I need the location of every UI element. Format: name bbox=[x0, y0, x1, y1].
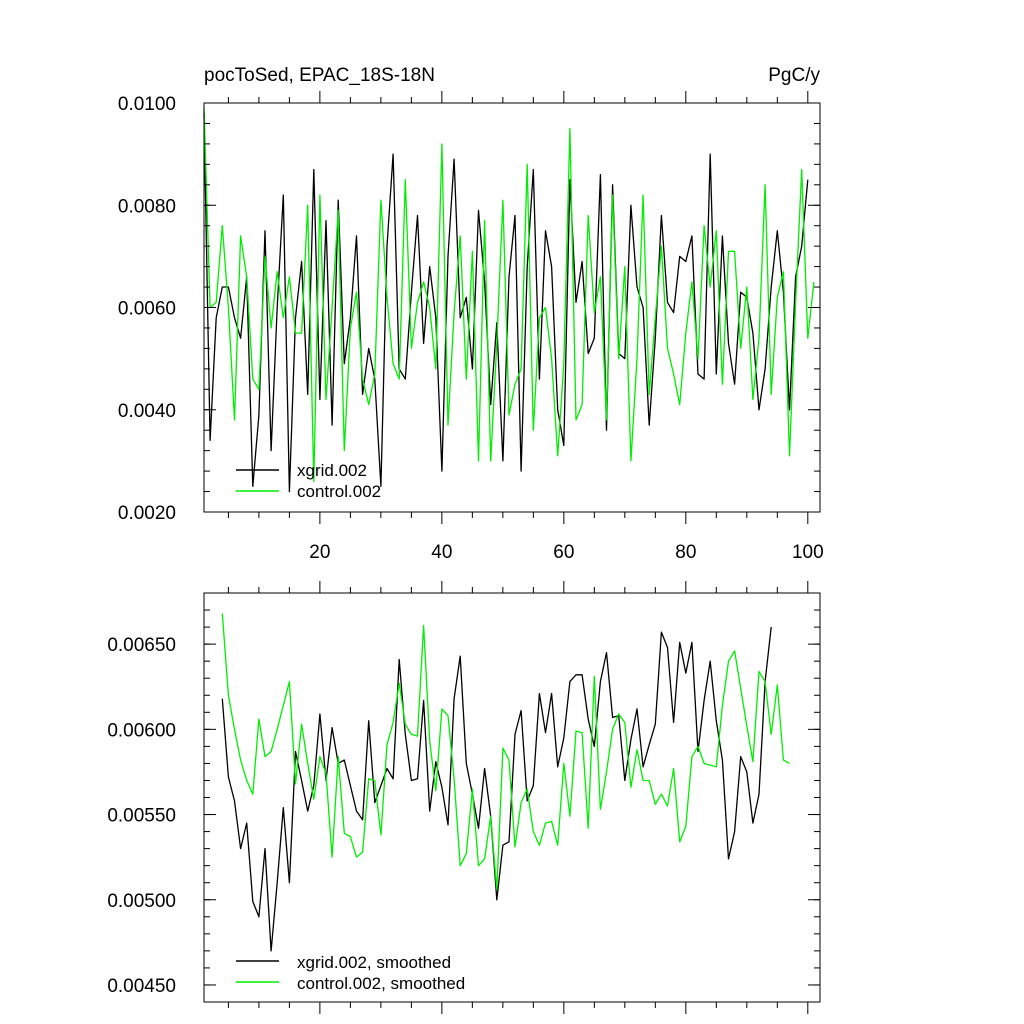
y-tick-label: 0.00550 bbox=[107, 806, 176, 827]
x-tick-label: 20 bbox=[309, 542, 330, 563]
y-tick-label: 0.00450 bbox=[107, 976, 176, 997]
x-tick-label: 40 bbox=[431, 542, 452, 563]
series-line-xgrid-smoothed bbox=[221, 627, 772, 952]
y-tick-label: 0.0020 bbox=[118, 503, 176, 524]
y-tick-label: 0.00650 bbox=[107, 635, 176, 656]
legend-label-xgrid-smoothed: xgrid.002, smoothed bbox=[297, 953, 451, 972]
x-tick-label: 60 bbox=[553, 542, 574, 563]
top-panel-series bbox=[203, 108, 815, 493]
y-tick-label: 0.0040 bbox=[118, 401, 176, 422]
y-tick-label: 0.00500 bbox=[107, 891, 176, 912]
bottom-panel: 0.00650 0.00600 0.00550 0.00500 0.00450 xgri… bbox=[107, 581, 821, 1014]
series-line-control bbox=[203, 108, 815, 482]
bottom-panel-legend: xgrid.002, smoothed control.002, smoothe… bbox=[236, 953, 465, 993]
top-panel-ticks: 0.0100 0.0080 0.0060 0.0040 0.0020 20 40 60 80 10… bbox=[118, 91, 824, 563]
series-line-xgrid bbox=[203, 113, 809, 493]
bottom-panel-series bbox=[221, 613, 790, 952]
y-tick-label: 0.0100 bbox=[118, 94, 176, 115]
y-tick-label: 0.0060 bbox=[118, 299, 176, 320]
top-panel-legend: xgrid.002 control.002 bbox=[236, 461, 381, 501]
x-tick-label: 100 bbox=[792, 542, 824, 563]
y-tick-label: 0.00600 bbox=[107, 720, 176, 741]
legend-label-control: control.002 bbox=[297, 482, 381, 501]
chart-title: pocToSed, EPAC_18S-18N bbox=[204, 65, 435, 86]
legend-label-xgrid: xgrid.002 bbox=[297, 461, 367, 480]
y-tick-label: 0.0080 bbox=[118, 196, 176, 217]
x-tick-label: 80 bbox=[675, 542, 696, 563]
units-label: PgC/y bbox=[768, 65, 820, 86]
bottom-panel-ticks: 0.00650 0.00600 0.00550 0.00500 0.00450 bbox=[107, 581, 820, 1014]
series-line-control-smoothed bbox=[221, 613, 790, 891]
top-panel: 0.0100 0.0080 0.0060 0.0040 0.0020 20 40 60 80 10… bbox=[118, 91, 824, 563]
legend-label-control-smoothed: control.002, smoothed bbox=[297, 974, 465, 993]
